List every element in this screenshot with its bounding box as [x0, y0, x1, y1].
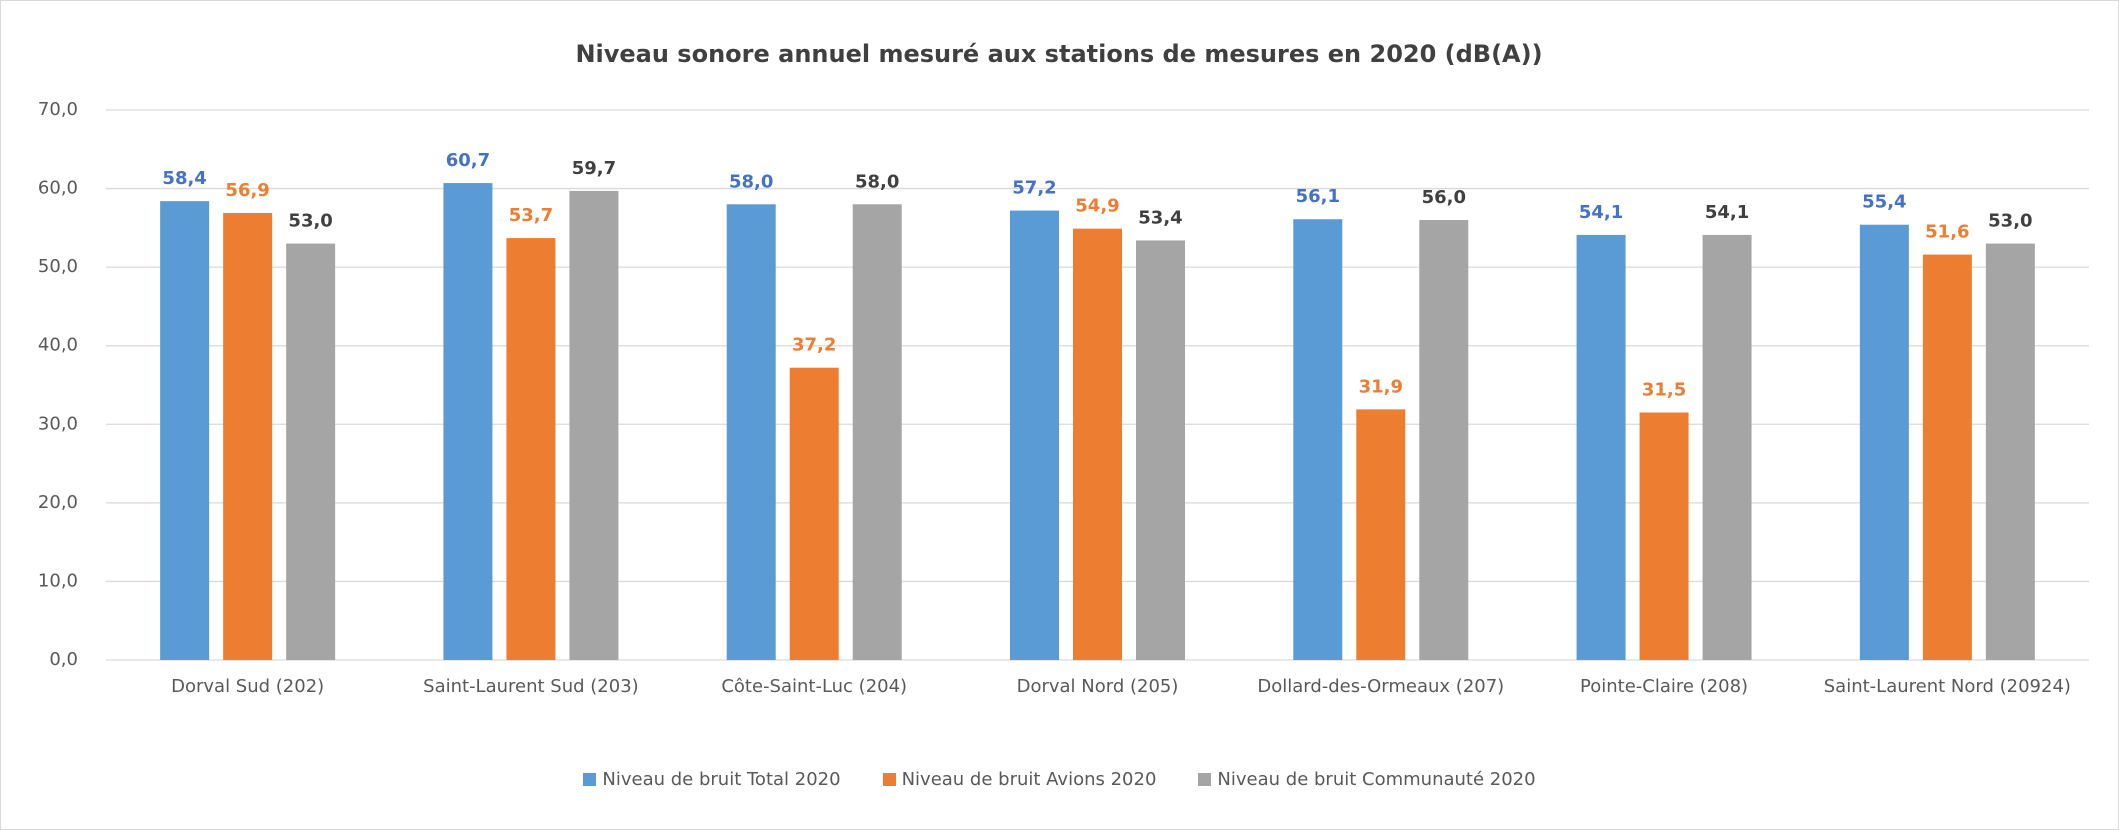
y-tick-label: 50,0: [38, 256, 78, 277]
data-label: 56,9: [225, 180, 269, 201]
data-label: 54,1: [1705, 202, 1749, 223]
bar: [1639, 412, 1689, 660]
data-label: 55,4: [1862, 192, 1906, 213]
data-label: 53,7: [509, 205, 553, 226]
bar: [1702, 234, 1752, 660]
x-tick-label: Dollard-des-Ormeaux (207): [1257, 676, 1505, 697]
legend-item: Niveau de bruit Avions 2020: [882, 769, 1157, 790]
bar: [1576, 234, 1626, 660]
bar: [1293, 219, 1343, 660]
data-label: 54,1: [1579, 202, 1623, 223]
legend-label: Niveau de bruit Total 2020: [602, 769, 841, 790]
x-tick-label: Dorval Sud (202): [171, 676, 325, 697]
data-label: 31,9: [1359, 376, 1403, 397]
bar: [569, 190, 619, 660]
data-label: 51,6: [1925, 222, 1969, 243]
bar: [1859, 224, 1909, 660]
y-tick-label: 30,0: [38, 413, 78, 434]
x-tick-label: Côte-Saint-Luc (204): [721, 676, 908, 697]
bar: [1010, 210, 1059, 661]
data-label: 60,7: [446, 150, 490, 171]
bar: [443, 183, 493, 661]
bar: [160, 201, 210, 660]
y-tick-label: 40,0: [38, 335, 78, 356]
bar: [789, 367, 839, 660]
data-label: 53,0: [288, 211, 332, 232]
bar: [506, 238, 556, 661]
y-tick-label: 70,0: [38, 99, 78, 120]
data-label: 31,5: [1642, 380, 1686, 401]
legend-swatch: [583, 773, 597, 786]
bar: [726, 204, 776, 661]
data-label: 54,9: [1075, 196, 1119, 217]
y-tick-label: 20,0: [38, 492, 78, 513]
y-tick-label: 10,0: [38, 570, 78, 591]
x-tick-label: Saint-Laurent Sud (203): [423, 676, 639, 697]
x-tick-label: Dorval Nord (205): [1016, 676, 1179, 697]
bar: [286, 243, 336, 661]
y-tick-label: 60,0: [38, 178, 78, 199]
bar: [1073, 228, 1122, 660]
data-label: 53,0: [1988, 211, 2032, 232]
legend: Niveau de bruit Total 2020 Niveau de brui…: [1, 769, 2118, 790]
legend-swatch: [882, 773, 896, 786]
data-label: 37,2: [792, 335, 836, 356]
data-label: 56,1: [1296, 186, 1340, 207]
data-label: 59,7: [572, 158, 616, 179]
bar: [1419, 220, 1469, 660]
bar: [223, 212, 273, 660]
bar: [1922, 254, 1972, 661]
x-tick-label: Saint-Laurent Nord (20924): [1823, 676, 2071, 697]
x-tick-label: Pointe-Claire (208): [1580, 676, 1749, 697]
data-label: 53,4: [1138, 207, 1182, 228]
bar: [1356, 409, 1406, 660]
legend-item: Niveau de bruit Communauté 2020: [1198, 769, 1536, 790]
legend-label: Niveau de bruit Avions 2020: [901, 769, 1157, 790]
legend-item: Niveau de bruit Total 2020: [583, 769, 841, 790]
data-label: 57,2: [1012, 178, 1056, 199]
data-label: 56,0: [1422, 187, 1466, 208]
data-label: 58,4: [162, 168, 206, 189]
legend-swatch: [1198, 773, 1212, 786]
bar: [1136, 240, 1185, 660]
chart-title: Niveau sonore annuel mesuré aux stations…: [575, 40, 1542, 68]
bar: [852, 204, 902, 661]
data-label: 58,0: [855, 171, 899, 192]
y-tick-label: 0,0: [49, 649, 78, 670]
legend-label: Niveau de bruit Communauté 2020: [1217, 769, 1536, 790]
data-label: 58,0: [729, 171, 773, 192]
bar: [1985, 243, 2035, 661]
